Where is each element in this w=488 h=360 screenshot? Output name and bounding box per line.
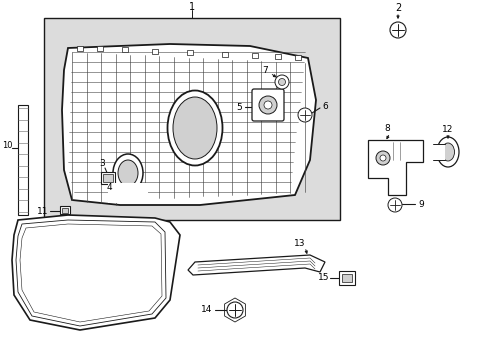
Bar (44, 18, 339, 220)
Polygon shape (12, 215, 180, 330)
Bar (60, 206, 70, 214)
Bar (251, 53, 258, 58)
Circle shape (264, 101, 271, 109)
Bar (122, 48, 128, 52)
Text: 11: 11 (37, 207, 49, 216)
Bar (274, 54, 281, 59)
FancyBboxPatch shape (251, 89, 284, 121)
Text: 7: 7 (262, 66, 267, 75)
Bar (432, 144, 444, 160)
Text: 9: 9 (417, 199, 423, 208)
Circle shape (226, 302, 243, 318)
Circle shape (379, 155, 385, 161)
Circle shape (259, 96, 276, 114)
Text: 14: 14 (201, 306, 212, 315)
Text: 2: 2 (394, 3, 400, 13)
Bar (97, 46, 103, 51)
Bar (338, 271, 354, 285)
Bar (294, 55, 301, 60)
Bar (101, 172, 115, 184)
Bar (77, 45, 83, 50)
Circle shape (278, 78, 285, 86)
Text: 6: 6 (322, 102, 327, 111)
Circle shape (389, 22, 405, 38)
Circle shape (387, 198, 401, 212)
Bar (341, 274, 351, 282)
Bar (108, 183, 148, 203)
Bar (186, 50, 193, 55)
Ellipse shape (113, 154, 142, 192)
Text: 13: 13 (294, 239, 305, 248)
Bar (18, 105, 28, 215)
Bar (62, 207, 68, 212)
Circle shape (375, 151, 389, 165)
Text: 12: 12 (442, 125, 453, 134)
Circle shape (274, 75, 288, 89)
Text: 15: 15 (318, 274, 329, 283)
Text: 3: 3 (99, 158, 104, 167)
Text: 10: 10 (2, 140, 12, 149)
Text: 1: 1 (188, 2, 195, 12)
Text: 5: 5 (236, 103, 242, 112)
Polygon shape (367, 140, 422, 195)
Ellipse shape (167, 90, 222, 166)
Text: 8: 8 (384, 123, 389, 132)
Polygon shape (62, 44, 315, 205)
Bar (152, 49, 158, 54)
Ellipse shape (436, 137, 458, 167)
Text: 4: 4 (106, 183, 112, 192)
Circle shape (297, 108, 311, 122)
Ellipse shape (173, 97, 217, 159)
Bar (222, 51, 227, 57)
Ellipse shape (118, 160, 138, 186)
Ellipse shape (441, 143, 453, 161)
Polygon shape (66, 50, 311, 200)
Bar (103, 174, 113, 182)
Polygon shape (187, 255, 325, 275)
